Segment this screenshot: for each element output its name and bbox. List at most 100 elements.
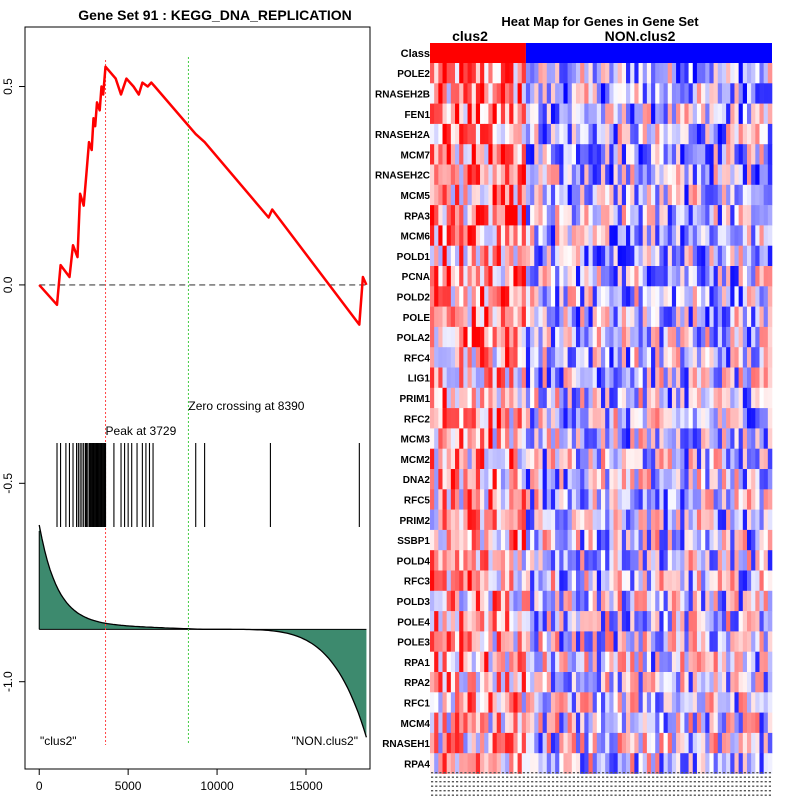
- heatmap-cell: [642, 651, 648, 673]
- heatmap-cell: [534, 590, 539, 612]
- heatmap-cell: [580, 753, 585, 774]
- heatmap-cell: [463, 448, 468, 470]
- heatmap-cell: [434, 570, 439, 592]
- heatmap-cell: [492, 428, 498, 449]
- heatmap-cell: [580, 103, 585, 125]
- heatmap-cell: [688, 164, 694, 186]
- heatmap-cell: [517, 164, 523, 186]
- heatmap-cell: [705, 164, 710, 186]
- heatmap-cell: [546, 225, 552, 246]
- heatmap-cell: [726, 631, 731, 652]
- heatmap-cell: [659, 184, 664, 206]
- heatmap-cell: [651, 570, 656, 592]
- heatmap-cell: [567, 103, 573, 125]
- heatmap-cell: [701, 63, 706, 84]
- heatmap-cell: [446, 672, 452, 693]
- heatmap-cell: [746, 529, 752, 551]
- sample-label-mark: [501, 776, 505, 778]
- heatmap-cell: [638, 123, 644, 145]
- heatmap-cell: [721, 651, 727, 673]
- heatmap-cell: [721, 286, 727, 307]
- heatmap-cell: [438, 509, 443, 531]
- sample-label-mark: [610, 781, 613, 783]
- sample-label-mark: [622, 781, 626, 783]
- heatmap-cell: [609, 651, 614, 673]
- sample-label-mark: [468, 790, 471, 792]
- heatmap-cell: [655, 692, 660, 713]
- heatmap-cell: [530, 509, 535, 531]
- heatmap-cell: [617, 570, 623, 592]
- x-tick-label: 5000: [115, 779, 142, 793]
- heatmap-cell: [767, 245, 773, 267]
- sample-label-mark: [764, 794, 767, 796]
- heatmap-cell: [601, 529, 606, 551]
- heatmap-cell: [542, 550, 548, 571]
- heatmap-cell: [759, 732, 764, 754]
- heatmap-cell: [755, 570, 760, 592]
- heatmap-cell: [584, 387, 589, 409]
- heatmap-cell: [726, 63, 731, 84]
- heatmap-cell: [726, 529, 731, 551]
- heatmap-cell: [480, 225, 485, 246]
- heatmap-cell: [680, 732, 685, 754]
- heatmap-cell: [592, 367, 598, 389]
- heatmap-cell: [546, 672, 552, 693]
- heatmap-cell: [538, 448, 543, 470]
- heatmap-cell: [630, 225, 635, 246]
- heatmap-cell: [659, 672, 664, 693]
- heatmap-cell: [496, 489, 502, 510]
- heatmap-cell: [446, 509, 452, 531]
- heatmap-cell: [655, 347, 660, 368]
- sample-label-mark: [439, 781, 442, 783]
- sample-label-mark: [514, 772, 517, 774]
- sample-label-mark: [710, 794, 713, 796]
- heatmap-cell: [567, 753, 573, 774]
- heatmap-cell: [730, 753, 735, 774]
- sample-label-mark: [485, 776, 488, 778]
- heatmap-cell: [530, 387, 535, 409]
- heatmap-cell: [651, 672, 656, 693]
- sample-label-mark: [597, 776, 600, 778]
- heatmap-cell: [513, 712, 518, 734]
- heatmap-cell: [467, 469, 473, 490]
- heatmap-cell: [505, 712, 510, 734]
- heatmap-cell: [701, 205, 706, 226]
- heatmap-cell: [471, 448, 477, 470]
- heatmap-cell: [663, 448, 669, 470]
- heatmap-cell: [463, 732, 468, 754]
- heatmap-cell: [726, 509, 731, 531]
- heatmap-cell: [484, 103, 489, 125]
- heatmap-cell: [484, 469, 489, 490]
- heatmap-cell: [450, 123, 456, 145]
- heatmap-cell: [430, 103, 435, 125]
- heatmap-cell: [676, 692, 681, 713]
- heatmap-cell: [555, 570, 560, 592]
- heatmap-cell: [467, 408, 473, 429]
- sample-label-mark: [485, 772, 488, 774]
- heatmap-cell: [513, 732, 518, 754]
- heatmap-cell: [609, 672, 614, 693]
- sample-label-mark: [768, 776, 771, 778]
- heatmap-cell: [588, 489, 593, 510]
- heatmap-cell: [571, 286, 577, 307]
- heatmap-cell: [475, 164, 481, 186]
- heatmap-cell: [738, 428, 744, 449]
- heatmap-cell: [621, 550, 627, 571]
- heatmap-cell: [696, 631, 702, 652]
- heatmap-cell: [692, 144, 698, 165]
- heatmap-cell: [767, 672, 773, 693]
- heatmap-cell: [705, 144, 710, 165]
- heatmap-cell: [500, 144, 506, 165]
- heatmap-cell: [588, 550, 593, 571]
- heatmap-cell: [530, 590, 535, 612]
- heatmap-cell: [734, 144, 739, 165]
- sample-label-mark: [535, 772, 538, 774]
- sample-label-mark: [568, 785, 571, 787]
- sample-label-mark: [602, 785, 605, 787]
- heatmap-cell: [446, 306, 452, 328]
- y-tick-label: 0.5: [1, 78, 15, 95]
- heatmap-cell: [442, 469, 447, 490]
- heatmap-cell: [621, 326, 627, 348]
- heatmap-cell: [592, 732, 598, 754]
- heatmap-cell: [596, 347, 602, 368]
